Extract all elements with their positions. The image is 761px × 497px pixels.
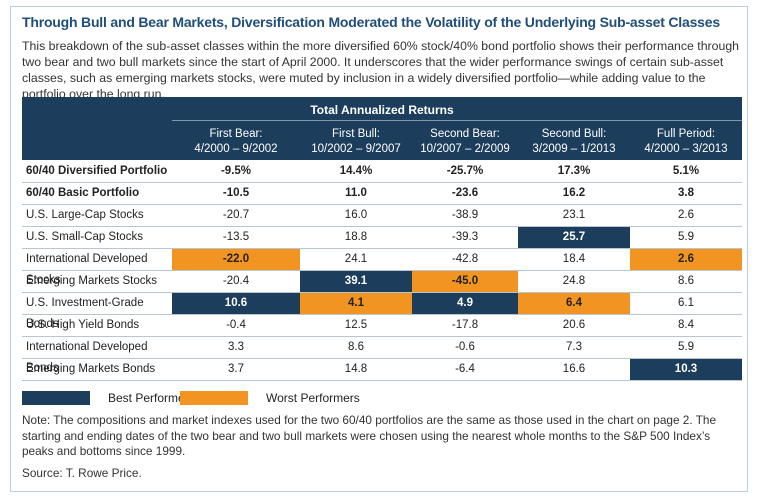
table-row: U.S. Investment-Grade Bonds 10.6 4.1 4.9 6.4…: [22, 293, 742, 330]
table-row: U.S. High Yield Bonds -0.4 12.5 -17.8 20.6 8.…: [22, 315, 742, 337]
cell: 17.3%: [557, 165, 591, 177]
column-header: First Bear: 4/2000 – 9/2002: [194, 128, 278, 155]
cell: 8.6: [348, 341, 364, 353]
cell: 8.6: [678, 275, 694, 287]
cell: 3.8: [678, 187, 694, 199]
cell: 18.4: [562, 253, 586, 265]
table-row: U.S. Large-Cap Stocks -20.7 16.0 -38.9 23.1 2…: [22, 205, 742, 227]
note: Note: The compositions and market indexe…: [22, 413, 717, 458]
table-row: 60/40 Diversified Portfolio -9.5% 14.4% -25…: [22, 161, 742, 183]
cell: 5.1%: [672, 165, 700, 177]
cell: -20.7: [222, 209, 250, 221]
cell: 20.6: [562, 319, 586, 331]
table-row: International Developed Stocks -22.0 24.1 -…: [22, 249, 742, 286]
legend-swatch: [180, 391, 248, 405]
cell: 12.5: [344, 319, 368, 331]
cell: -45.0: [412, 271, 518, 292]
cell: -42.8: [451, 253, 479, 265]
cell: 5.9: [678, 341, 694, 353]
cell: 11.0: [345, 187, 367, 199]
cell: -0.6: [455, 341, 475, 353]
legend-label: Worst Performers: [266, 391, 360, 405]
cell: -6.4: [455, 363, 475, 375]
cell: 3.7: [228, 363, 244, 375]
cell: 5.9: [678, 231, 694, 243]
row-label: U.S. Large-Cap Stocks: [26, 209, 144, 221]
table-row: U.S. Small-Cap Stocks -13.5 18.8 -39.3 25.7 5…: [22, 227, 742, 249]
cell: 7.3: [566, 341, 582, 353]
description: This breakdown of the sub-asset classes …: [22, 39, 740, 101]
cell: -20.4: [222, 275, 250, 287]
cell: 6.4: [518, 293, 630, 314]
row-label: International Developed Stocks: [26, 253, 148, 286]
divider: [172, 120, 742, 121]
table-row: International Developed Bonds 3.3 8.6 -0.6 7…: [22, 337, 742, 374]
table-header: Total Annualized Returns First Bear: 4/2…: [22, 97, 742, 160]
column-header: Full Period: 4/2000 – 3/2013: [644, 128, 728, 155]
table-row: 60/40 Basic Portfolio -10.5 11.0 -23.6 16.2 3…: [22, 183, 742, 205]
cell: 10.6: [172, 293, 300, 314]
source: Source: T. Rowe Price.: [22, 466, 142, 480]
cell: -38.9: [451, 209, 479, 221]
table-row: Emerging Markets Stocks -20.4 39.1 -45.0 24.…: [22, 271, 742, 293]
cell: 16.0: [344, 209, 368, 221]
cell: -9.5%: [220, 165, 252, 177]
row-label: U.S. High Yield Bonds: [26, 319, 140, 331]
title: Through Bull and Bear Markets, Diversifi…: [22, 14, 720, 30]
cell: -17.8: [451, 319, 479, 331]
cell: -23.6: [451, 187, 479, 199]
row-label: Emerging Markets Bonds: [26, 363, 156, 375]
cell: 4.9: [412, 293, 518, 314]
cell: -10.5: [222, 187, 250, 199]
legend-label: Best Performers: [108, 391, 195, 405]
cell: 14.4%: [339, 165, 373, 177]
row-label: 60/40 Diversified Portfolio: [26, 165, 168, 177]
cell: 8.4: [678, 319, 694, 331]
column-header: Second Bear: 10/2007 – 2/2009: [420, 128, 510, 155]
cell: 2.6: [630, 249, 742, 270]
cell: 24.1: [344, 253, 368, 265]
cell: 14.8: [344, 363, 368, 375]
row-label: Emerging Markets Stocks: [26, 275, 158, 287]
legend-swatch: [22, 391, 90, 405]
cell: 2.6: [678, 209, 694, 221]
column-header: First Bull: 10/2002 – 9/2007: [311, 128, 401, 155]
cell: 24.8: [562, 275, 586, 287]
cell: 16.2: [562, 187, 586, 199]
cell: 10.3: [630, 359, 742, 380]
cell: -22.0: [172, 249, 300, 270]
cell: 18.8: [344, 231, 368, 243]
cell: -39.3: [451, 231, 479, 243]
cell: 6.1: [678, 297, 694, 309]
cell: -0.4: [226, 319, 246, 331]
row-label: 60/40 Basic Portfolio: [26, 187, 140, 199]
cell: -13.5: [222, 231, 250, 243]
group-header: Total Annualized Returns: [310, 103, 454, 117]
row-label: U.S. Investment-Grade Bonds: [26, 297, 144, 330]
cell: 4.1: [300, 293, 412, 314]
row-label: U.S. Small-Cap Stocks: [26, 231, 143, 243]
cell: 3.3: [228, 341, 244, 353]
row-label: International Developed Bonds: [26, 341, 148, 374]
column-header: Second Bull: 3/2009 – 1/2013: [532, 128, 616, 155]
table-row: Emerging Markets Bonds 3.7 14.8 -6.4 16.6 10.…: [22, 359, 742, 381]
cell: 25.7: [518, 227, 630, 248]
cell: 39.1: [300, 271, 412, 292]
cell: -25.7%: [446, 165, 484, 177]
cell: 23.1: [562, 209, 586, 221]
cell: 16.6: [562, 363, 586, 375]
frame: [10, 6, 748, 492]
